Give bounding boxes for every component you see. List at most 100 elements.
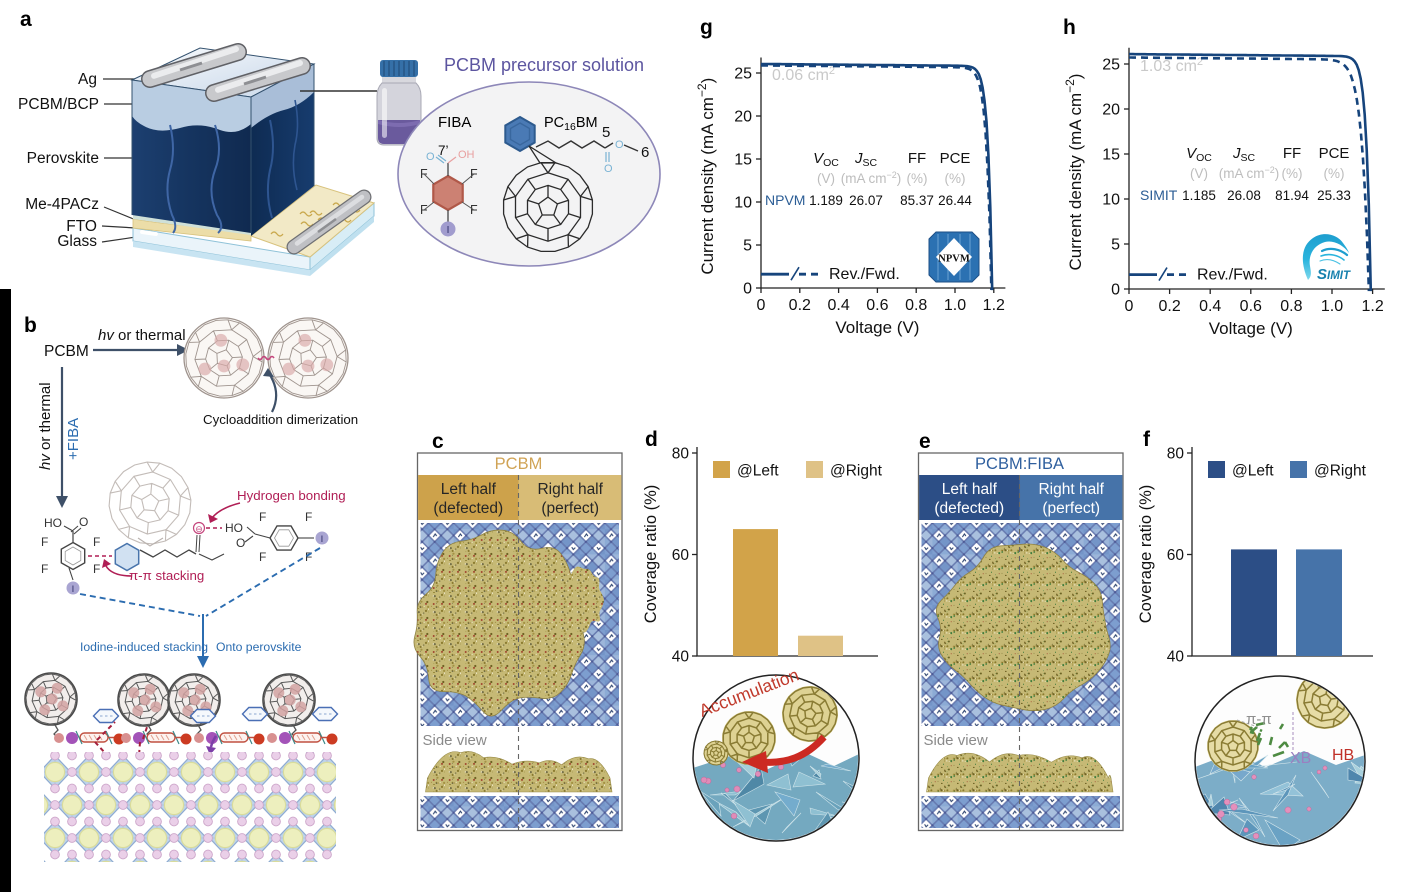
svg-text:15: 15 <box>1102 147 1120 164</box>
svg-text:@Right: @Right <box>830 463 883 480</box>
svg-text:F: F <box>41 562 48 576</box>
svg-text:Coverage ratio (%): Coverage ratio (%) <box>1137 485 1155 623</box>
svg-text:60: 60 <box>672 547 690 564</box>
svg-text:Side view: Side view <box>924 732 988 749</box>
svg-text:0.2: 0.2 <box>1158 298 1180 315</box>
svg-text:0.8: 0.8 <box>1280 298 1302 315</box>
svg-text:NPVM: NPVM <box>765 192 805 208</box>
svg-text:0: 0 <box>1125 298 1134 315</box>
svg-text:OH: OH <box>458 149 475 161</box>
svg-text:40: 40 <box>1167 649 1185 666</box>
svg-text:F: F <box>41 535 48 549</box>
svg-text:Voltage (V): Voltage (V) <box>1209 319 1293 338</box>
svg-text:0.4: 0.4 <box>1199 298 1221 315</box>
svg-text:0.06 cm2: 0.06 cm2 <box>772 65 835 84</box>
svg-text:F: F <box>305 550 312 564</box>
svg-text:Perovskite: Perovskite <box>27 150 99 167</box>
svg-text:(perfect): (perfect) <box>1042 500 1100 517</box>
svg-text:XB: XB <box>1290 750 1311 767</box>
svg-text:10: 10 <box>734 195 752 212</box>
svg-text:F: F <box>259 550 266 564</box>
svg-text:0.4: 0.4 <box>827 297 849 314</box>
svg-text:15: 15 <box>734 152 752 169</box>
svg-text:6: 6 <box>641 144 649 161</box>
svg-text:PCE: PCE <box>1319 145 1350 162</box>
svg-text:25.33: 25.33 <box>1317 188 1351 203</box>
svg-text:Side view: Side view <box>423 732 487 749</box>
svg-text:26.08: 26.08 <box>1227 188 1261 203</box>
svg-text:(defected): (defected) <box>433 500 503 517</box>
svg-text:VOC: VOC <box>1186 145 1212 164</box>
svg-text:Hydrogen bonding: Hydrogen bonding <box>237 488 346 503</box>
svg-text:7’: 7’ <box>438 143 449 158</box>
svg-text:Ag: Ag <box>78 71 97 88</box>
svg-text:(mA cm−2): (mA cm−2) <box>841 170 902 186</box>
svg-text:Me-4PACz: Me-4PACz <box>25 196 99 213</box>
svg-text:FF: FF <box>908 150 926 167</box>
svg-text:SIMIT: SIMIT <box>1140 187 1178 203</box>
svg-text:0.6: 0.6 <box>1240 298 1262 315</box>
svg-text:Cycloaddition dimerization: Cycloaddition dimerization <box>203 412 358 427</box>
svg-text:0.8: 0.8 <box>905 297 927 314</box>
svg-text:FIBA: FIBA <box>438 114 471 131</box>
svg-text:1.2: 1.2 <box>983 297 1005 314</box>
svg-text:Iodine-induced stacking: Iodine-induced stacking <box>80 640 208 654</box>
svg-text:(%): (%) <box>1282 166 1303 181</box>
svg-text:JSC: JSC <box>1232 145 1256 164</box>
svg-text:π-π: π-π <box>1246 711 1272 728</box>
svg-text:O: O <box>79 515 88 529</box>
svg-text:Current density (mA cm−2): Current density (mA cm−2) <box>695 78 717 275</box>
svg-text:hv or thermal: hv or thermal <box>98 327 186 344</box>
svg-text:⊖: ⊖ <box>195 524 203 534</box>
svg-text:Onto perovskite: Onto perovskite <box>216 640 302 654</box>
svg-text:FTO: FTO <box>66 218 97 235</box>
svg-text:0: 0 <box>757 297 766 314</box>
svg-text:(mA cm−2): (mA cm−2) <box>1219 165 1280 181</box>
svg-text:81.94: 81.94 <box>1275 188 1309 203</box>
svg-text:26.44: 26.44 <box>938 193 972 208</box>
svg-text:1.185: 1.185 <box>1182 188 1216 203</box>
svg-text:Left half: Left half <box>441 481 497 498</box>
svg-text:I: I <box>447 225 450 236</box>
svg-text:hv or thermal: hv or thermal <box>37 382 54 470</box>
svg-text:1.03 cm2: 1.03 cm2 <box>1140 56 1203 75</box>
svg-text:PCBM/BCP: PCBM/BCP <box>18 96 99 113</box>
svg-text:Current density (mA cm−2): Current density (mA cm−2) <box>1063 74 1085 271</box>
svg-text:1.189: 1.189 <box>809 193 843 208</box>
svg-text:NPVM: NPVM <box>938 254 970 265</box>
svg-text:25: 25 <box>734 66 752 83</box>
svg-text:HB: HB <box>1332 747 1354 764</box>
svg-text:JSC: JSC <box>854 150 878 169</box>
svg-text:Right half: Right half <box>537 481 603 498</box>
svg-text:SIMIT: SIMIT <box>1317 266 1351 283</box>
svg-text:1.2: 1.2 <box>1361 298 1383 315</box>
svg-text:F: F <box>259 510 266 524</box>
svg-text:0.6: 0.6 <box>866 297 888 314</box>
svg-text:VOC: VOC <box>813 150 839 169</box>
svg-text:(%): (%) <box>945 171 966 186</box>
svg-text:I: I <box>72 584 75 595</box>
svg-text:Left half: Left half <box>942 481 998 498</box>
svg-text:60: 60 <box>1167 547 1185 564</box>
svg-text:F: F <box>305 510 312 524</box>
svg-text:80: 80 <box>1167 446 1185 463</box>
svg-text:PCBM precursor solution: PCBM precursor solution <box>444 55 644 75</box>
svg-text:20: 20 <box>1102 102 1120 119</box>
svg-text:PC16BM: PC16BM <box>544 115 598 133</box>
svg-text:F: F <box>93 562 100 576</box>
svg-text:0: 0 <box>743 281 752 298</box>
svg-text:25: 25 <box>1102 57 1120 74</box>
svg-text:PCBM: PCBM <box>44 343 89 360</box>
svg-text:@Left: @Left <box>737 463 779 480</box>
svg-text:(perfect): (perfect) <box>541 500 599 517</box>
svg-text:5: 5 <box>602 124 610 141</box>
svg-text:Rev./Fwd.: Rev./Fwd. <box>1197 267 1268 284</box>
svg-text:(V): (V) <box>817 171 835 186</box>
svg-text:(%): (%) <box>907 171 928 186</box>
svg-text:26.07: 26.07 <box>849 193 883 208</box>
svg-text:Voltage (V): Voltage (V) <box>835 318 919 337</box>
svg-text:Coverage ratio (%): Coverage ratio (%) <box>642 485 660 623</box>
svg-text:85.37: 85.37 <box>900 193 934 208</box>
svg-text:I: I <box>321 534 324 545</box>
svg-text:π-π stacking: π-π stacking <box>129 568 204 583</box>
